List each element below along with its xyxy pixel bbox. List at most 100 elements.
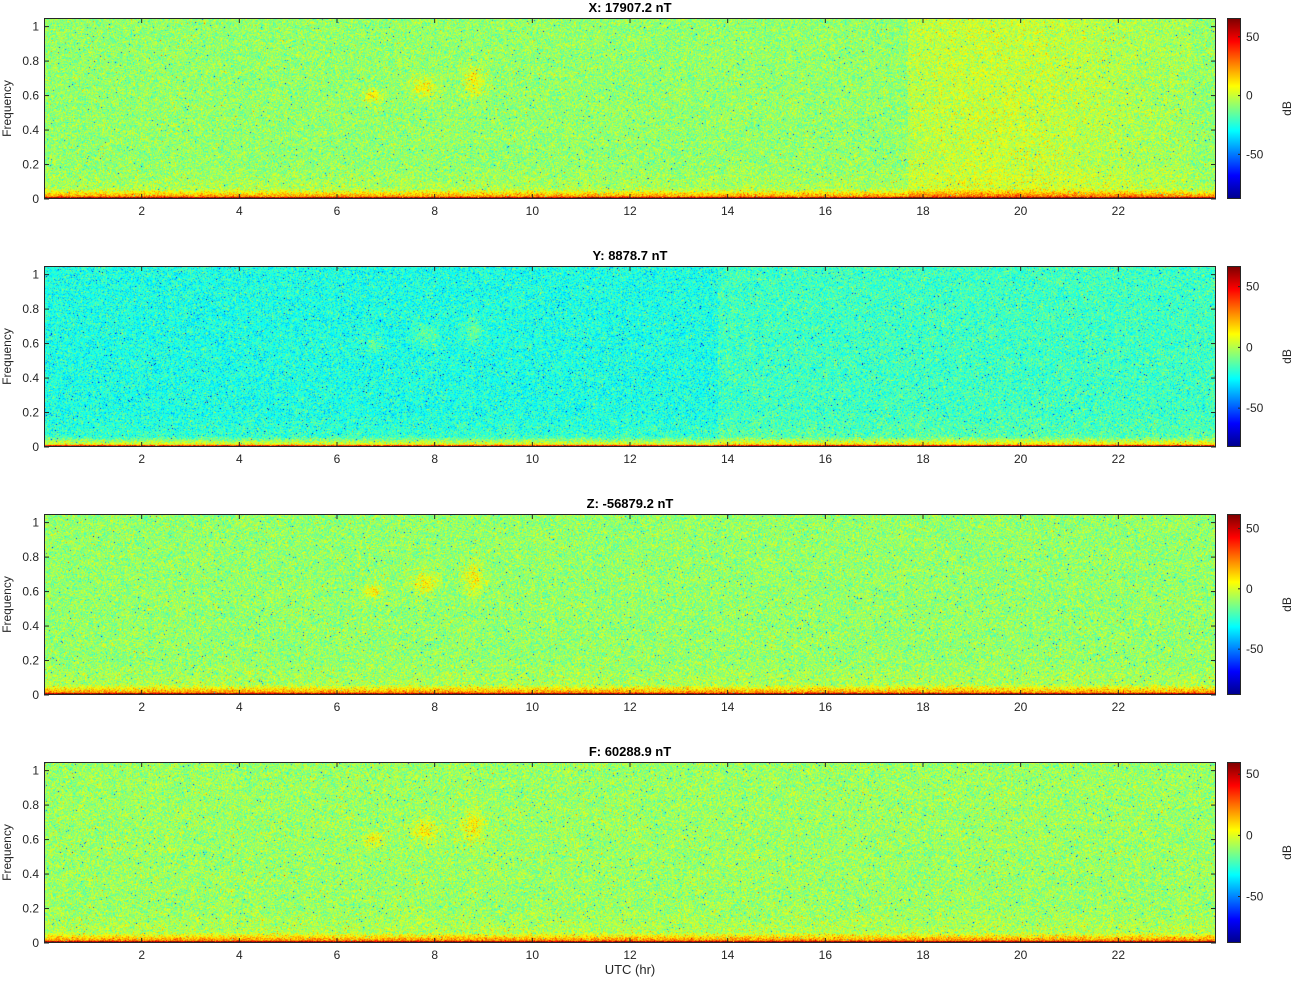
x-tick-label: 14 [721,452,735,466]
colorbar [1227,18,1241,199]
x-axis-label: UTC (hr) [604,962,656,977]
x-tick-label: 20 [1014,452,1028,466]
spectrogram-heatmap [44,514,1216,695]
x-tick-label: 6 [334,452,341,466]
axes-svg: 2 4 6 8 10 12 14 16 18 20 22 0 0.2 0.4 0.6 0.8 1 Frequenc… [0,514,1294,714]
y-tick-label: 0.2 [22,406,39,420]
colorbar-tick-label: 50 [1246,767,1260,781]
colorbar-tick-label: 50 [1246,280,1260,294]
y-tick-label: 0.6 [22,833,39,847]
x-tick-label: 12 [623,452,637,466]
spectrogram-heatmap [44,762,1216,943]
spectrogram-panel-3: Z: -56879.2 nT 2 4 6 8 10 12 14 16 18 20 22 0 0.2 0.4 0… [0,496,1297,741]
colorbar [1227,762,1241,943]
y-tick-label: 0.2 [22,902,39,916]
x-tick-label: 2 [138,452,145,466]
y-tick-label: 1 [32,516,39,530]
x-tick-label: 8 [431,948,438,962]
heatmap-canvas [44,266,1216,447]
axes-svg: 2 4 6 8 10 12 14 16 18 20 22 0 0.2 0.4 0.6 0.8 1 Frequenc… [0,266,1294,466]
heatmap-canvas [44,18,1216,199]
x-tick-label: 4 [236,204,243,218]
y-tick-label: 1 [32,268,39,282]
x-tick-label: 12 [623,700,637,714]
y-tick-label: 1 [32,20,39,34]
colorbar-tick-label: -50 [1246,401,1264,415]
panel-title: Y: 8878.7 nT [592,248,668,263]
y-tick-label: 0 [32,936,39,950]
y-tick-label: 0.8 [22,54,39,68]
colorbar-tick-label: 50 [1246,521,1260,535]
x-tick-label: 4 [236,948,243,962]
colorbar-tick-label: -50 [1246,890,1264,904]
colorbar-label: dB [1280,349,1294,364]
y-tick-label: 0.6 [22,585,39,599]
colorbar-tick-label: 50 [1246,30,1260,44]
y-tick-label: 0.4 [22,619,39,633]
spectrogram-heatmap [44,266,1216,447]
x-tick-label: 10 [526,948,540,962]
y-tick-label: 0 [32,688,39,702]
spectrogram-heatmap [44,18,1216,199]
y-axis-label: Frequency [0,824,14,881]
y-axis-label: Frequency [0,576,14,633]
axes-svg: 2 4 6 8 10 12 14 16 18 20 22 0 0.2 0.4 0.6 0.8 1 Frequenc… [0,762,1294,962]
spectrogram-panel-4: F: 60288.9 nT 2 4 6 8 10 12 14 16 18 20 22 0 0.2 0.4 0.… [0,744,1297,989]
y-tick-label: 0.8 [22,302,39,316]
spectrogram-panel-2: Y: 8878.7 nT 2 4 6 8 10 12 14 16 18 20 22 0 0.2 0.4 0.6… [0,248,1297,493]
x-tick-label: 6 [334,700,341,714]
x-tick-label: 16 [819,452,833,466]
x-tick-label: 20 [1014,204,1028,218]
y-tick-label: 0 [32,440,39,454]
x-tick-label: 8 [431,452,438,466]
x-tick-label: 16 [819,204,833,218]
x-tick-label: 22 [1112,204,1126,218]
y-tick-label: 0.6 [22,337,39,351]
x-tick-label: 2 [138,204,145,218]
x-tick-label: 10 [526,204,540,218]
colorbar [1227,266,1241,447]
y-tick-label: 0.4 [22,123,39,137]
axes-svg: 2 4 6 8 10 12 14 16 18 20 22 0 0.2 0.4 0.6 0.8 1 Frequenc… [0,18,1294,218]
colorbar [1227,514,1241,695]
y-tick-label: 0.6 [22,89,39,103]
x-tick-label: 4 [236,700,243,714]
x-tick-label: 12 [623,204,637,218]
x-tick-label: 8 [431,700,438,714]
x-tick-label: 16 [819,948,833,962]
panel-title: F: 60288.9 nT [588,744,672,759]
heatmap-canvas [44,514,1216,695]
heatmap-canvas [44,762,1216,943]
y-tick-label: 0.4 [22,867,39,881]
x-tick-label: 6 [334,204,341,218]
x-tick-label: 10 [526,700,540,714]
y-axis-label: Frequency [0,328,14,385]
x-tick-label: 2 [138,948,145,962]
x-tick-label: 20 [1014,948,1028,962]
x-tick-label: 22 [1112,452,1126,466]
x-tick-label: 18 [916,700,930,714]
x-tick-label: 22 [1112,948,1126,962]
colorbar-label: dB [1280,845,1294,860]
colorbar-label: dB [1280,597,1294,612]
colorbar-tick-label: -50 [1246,642,1264,656]
x-tick-label: 14 [721,948,735,962]
colorbar-tick-label: 0 [1246,828,1253,842]
y-tick-label: 0 [32,192,39,206]
x-tick-label: 18 [916,452,930,466]
x-tick-label: 14 [721,204,735,218]
panel-title: X: 17907.2 nT [588,0,672,15]
y-tick-label: 0.8 [22,550,39,564]
x-tick-label: 8 [431,204,438,218]
y-tick-label: 0.8 [22,798,39,812]
y-tick-label: 0.4 [22,371,39,385]
x-tick-label: 18 [916,948,930,962]
y-tick-label: 0.2 [22,654,39,668]
colorbar-tick-label: 0 [1246,89,1253,103]
x-tick-label: 10 [526,452,540,466]
colorbar-tick-label: -50 [1246,147,1264,161]
spectrogram-panel-1: X: 17907.2 nT 2 4 6 8 10 12 14 16 18 20 22 0 0.2 0.4 0.… [0,0,1297,245]
x-tick-label: 16 [819,700,833,714]
colorbar-label: dB [1280,101,1294,116]
